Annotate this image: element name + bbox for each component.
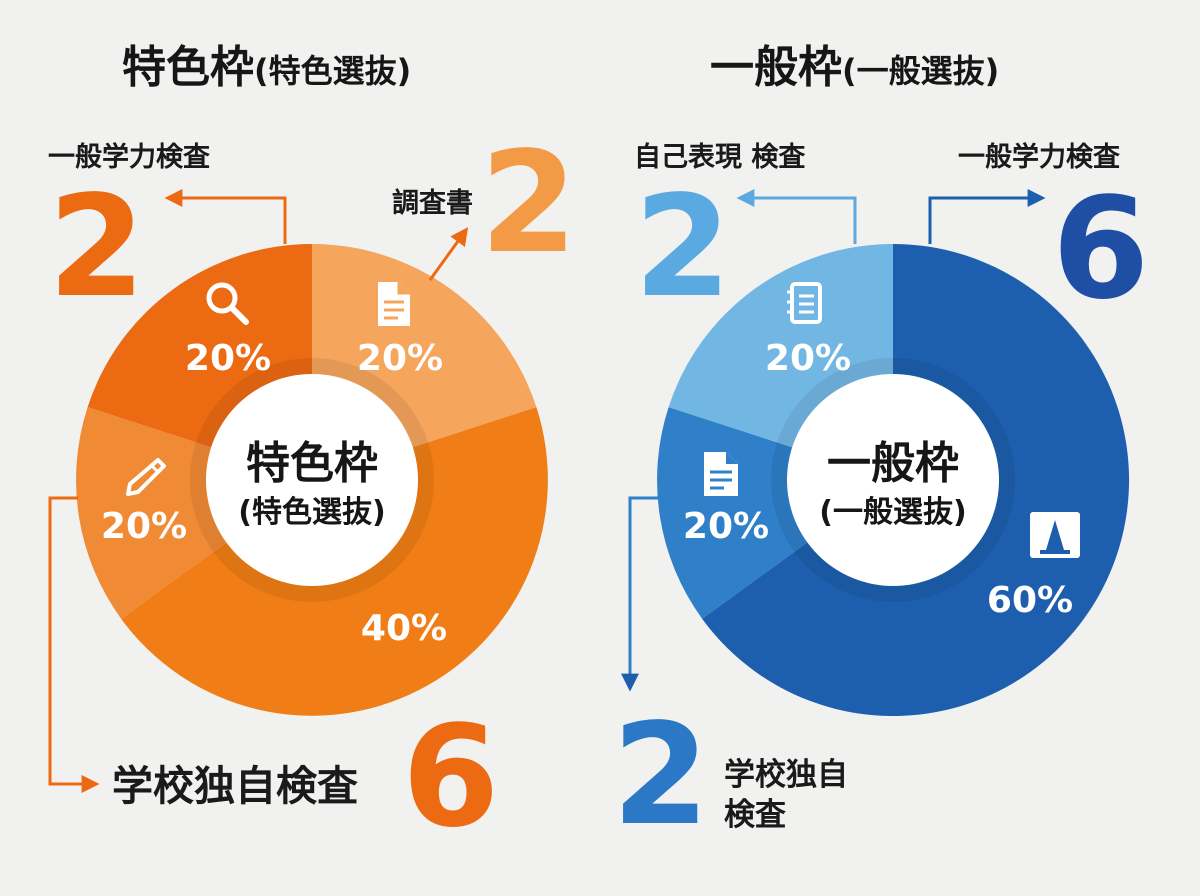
right-pct-dokuji: 20% bbox=[683, 506, 769, 547]
left-arrow-gakuryoku bbox=[164, 189, 287, 244]
left-num-dokuji: 6 bbox=[402, 696, 500, 859]
right-slice-jiko bbox=[668, 244, 893, 448]
left-label-gakuryoku: 一般学力検査 bbox=[48, 142, 210, 173]
right-num-dokuji: 2 bbox=[612, 694, 710, 857]
document-icon bbox=[704, 452, 738, 496]
left-label-chosasho: 調査書 bbox=[392, 188, 473, 219]
left-title-main: 特色枠 bbox=[122, 42, 254, 93]
left-slice-dokuji bbox=[121, 407, 548, 716]
left-pct-kaki: 20% bbox=[101, 506, 187, 547]
left-panel-title: 特色枠(特色選抜) bbox=[122, 42, 411, 95]
right-pct-jiko: 20% bbox=[765, 338, 851, 379]
document-icon bbox=[378, 282, 410, 326]
left-slice-chosasho bbox=[312, 244, 537, 448]
left-center-circle bbox=[206, 374, 418, 586]
left-pct-dokuji: 40% bbox=[361, 608, 447, 649]
right-center-label: 一般枠 bbox=[827, 438, 959, 489]
left-pct-gakuryoku: 20% bbox=[185, 338, 271, 379]
pencil-icon bbox=[126, 458, 166, 496]
left-title-sub: (特色選抜) bbox=[254, 52, 412, 90]
right-arrow-jiko bbox=[736, 189, 857, 244]
right-pct-gakuryoku: 60% bbox=[987, 580, 1073, 621]
notebook-icon bbox=[787, 282, 822, 324]
right-center-sub: (一般選抜) bbox=[819, 495, 966, 530]
right-label-gakuryoku: 一般学力検査 bbox=[958, 142, 1120, 173]
search-icon bbox=[206, 282, 249, 325]
right-arrow-dokuji bbox=[621, 496, 660, 692]
traffic-cone-icon bbox=[1030, 512, 1080, 558]
right-title-sub: (一般選抜) bbox=[842, 52, 1000, 90]
right-pie: 一般枠 (一般選抜) 60% 20% 20% bbox=[621, 189, 1130, 716]
left-num-chosasho: 2 bbox=[480, 122, 578, 285]
right-arrow-gakuryoku bbox=[928, 189, 1046, 244]
left-pct-chosasho: 20% bbox=[357, 338, 443, 379]
left-num-gakuryoku: 2 bbox=[48, 166, 146, 329]
left-arrow-dokuji bbox=[48, 496, 100, 793]
right-title-main: 一般枠 bbox=[710, 42, 842, 93]
left-label-dokuji: 学校独自検査 bbox=[112, 762, 358, 810]
left-slice-kaki bbox=[76, 407, 228, 619]
left-slice-gakuryoku bbox=[87, 244, 312, 448]
right-label-dokuji-2: 検査 bbox=[724, 797, 786, 833]
right-label-dokuji-1: 学校独自 bbox=[724, 757, 848, 793]
right-slice-gakuryoku bbox=[702, 244, 1130, 716]
left-arrow-chosasho bbox=[428, 227, 469, 281]
left-pie: 特色枠 (特色選抜) 20% 40% 20% 20% bbox=[48, 189, 548, 793]
right-num-jiko: 2 bbox=[634, 166, 732, 329]
right-center-circle bbox=[787, 374, 999, 586]
left-center-sub: (特色選抜) bbox=[238, 495, 385, 530]
left-center-label: 特色枠 bbox=[246, 438, 378, 489]
right-slice-dokuji bbox=[657, 407, 809, 619]
right-label-jiko: 自己表現 検査 bbox=[634, 142, 806, 173]
right-panel-title: 一般枠(一般選抜) bbox=[710, 42, 999, 95]
right-num-gakuryoku: 6 bbox=[1052, 168, 1150, 331]
